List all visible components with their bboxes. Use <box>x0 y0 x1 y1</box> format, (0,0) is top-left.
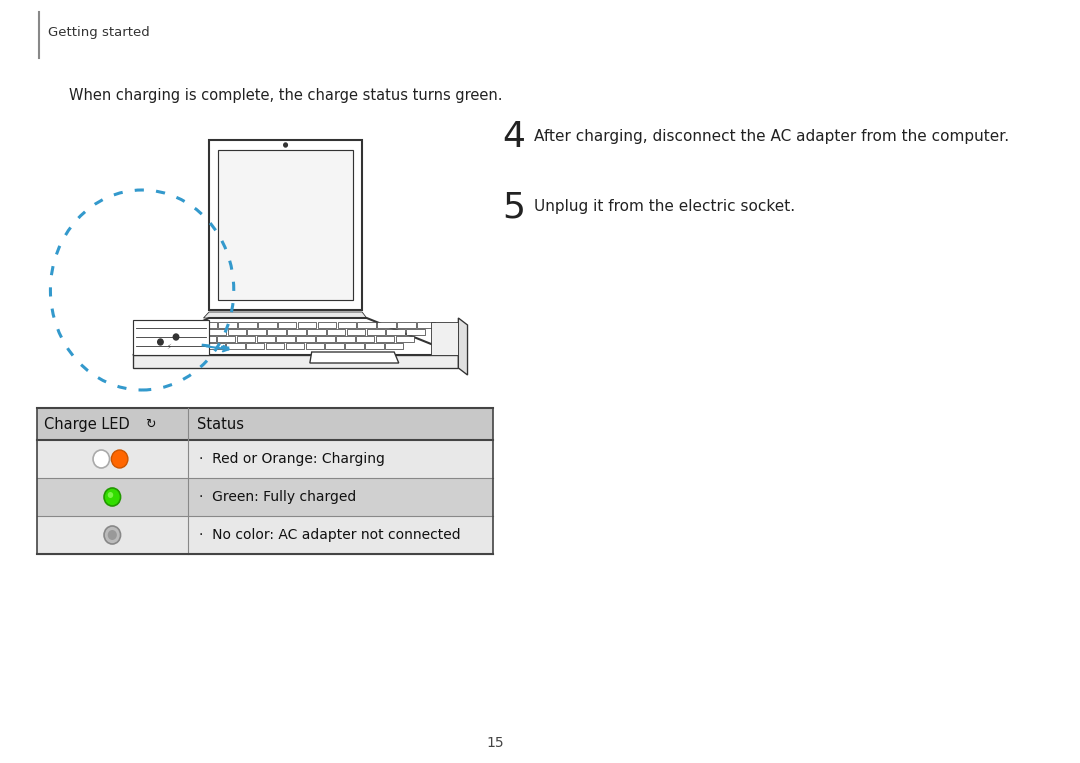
Polygon shape <box>197 336 216 342</box>
Text: ·  Green: Fully charged: · Green: Fully charged <box>199 490 356 504</box>
Circle shape <box>104 526 121 544</box>
Polygon shape <box>286 343 305 349</box>
Polygon shape <box>239 322 257 328</box>
Polygon shape <box>431 322 458 355</box>
Bar <box>37 516 494 554</box>
Polygon shape <box>226 343 244 349</box>
Polygon shape <box>133 320 210 355</box>
Polygon shape <box>257 336 275 342</box>
Polygon shape <box>395 336 414 342</box>
Polygon shape <box>210 140 362 310</box>
Polygon shape <box>397 322 416 328</box>
Polygon shape <box>357 322 376 328</box>
Polygon shape <box>316 336 335 342</box>
Circle shape <box>111 450 127 468</box>
Circle shape <box>284 143 287 147</box>
Text: After charging, disconnect the AC adapter from the computer.: After charging, disconnect the AC adapte… <box>535 129 1010 144</box>
Bar <box>37 408 494 440</box>
Polygon shape <box>310 352 399 363</box>
Polygon shape <box>384 343 404 349</box>
Polygon shape <box>458 318 468 375</box>
Circle shape <box>104 488 121 506</box>
Polygon shape <box>203 312 367 318</box>
Text: When charging is complete, the charge status turns green.: When charging is complete, the charge st… <box>69 88 502 102</box>
Polygon shape <box>366 329 386 335</box>
Polygon shape <box>133 355 458 368</box>
Polygon shape <box>188 329 206 335</box>
Polygon shape <box>387 329 405 335</box>
Polygon shape <box>346 343 364 349</box>
Polygon shape <box>376 336 394 342</box>
Circle shape <box>173 334 179 340</box>
Polygon shape <box>228 329 246 335</box>
Polygon shape <box>296 336 315 342</box>
Polygon shape <box>377 322 395 328</box>
Polygon shape <box>217 336 235 342</box>
Polygon shape <box>406 329 424 335</box>
Polygon shape <box>179 322 198 328</box>
Polygon shape <box>218 150 353 300</box>
Polygon shape <box>365 343 383 349</box>
Polygon shape <box>306 343 324 349</box>
Polygon shape <box>325 343 343 349</box>
Polygon shape <box>287 329 306 335</box>
Polygon shape <box>318 322 336 328</box>
Polygon shape <box>266 343 284 349</box>
Polygon shape <box>218 322 237 328</box>
Circle shape <box>108 492 113 498</box>
Polygon shape <box>417 322 435 328</box>
Circle shape <box>93 450 109 468</box>
Polygon shape <box>268 329 286 335</box>
Polygon shape <box>207 329 226 335</box>
Polygon shape <box>356 336 375 342</box>
Bar <box>37 478 494 516</box>
Polygon shape <box>327 329 346 335</box>
Polygon shape <box>307 329 325 335</box>
Text: 15: 15 <box>486 736 504 750</box>
Circle shape <box>108 530 117 540</box>
Text: ·  Red or Orange: Charging: · Red or Orange: Charging <box>199 452 384 466</box>
Polygon shape <box>258 322 276 328</box>
Polygon shape <box>276 336 295 342</box>
Polygon shape <box>206 343 225 349</box>
Text: 5: 5 <box>502 190 525 224</box>
Text: Status: Status <box>197 417 244 432</box>
Polygon shape <box>347 329 365 335</box>
Text: Getting started: Getting started <box>48 25 149 38</box>
Bar <box>37 440 494 478</box>
Polygon shape <box>133 318 458 355</box>
Polygon shape <box>247 329 266 335</box>
Polygon shape <box>278 322 297 328</box>
Polygon shape <box>336 336 354 342</box>
Polygon shape <box>199 322 217 328</box>
Polygon shape <box>237 336 255 342</box>
Circle shape <box>158 339 163 345</box>
Text: ⚡: ⚡ <box>166 344 171 350</box>
Polygon shape <box>298 322 316 328</box>
Polygon shape <box>246 343 265 349</box>
Text: Charge LED: Charge LED <box>44 417 130 432</box>
Polygon shape <box>338 322 356 328</box>
Text: 4: 4 <box>502 120 525 154</box>
Text: Unplug it from the electric socket.: Unplug it from the electric socket. <box>535 199 796 214</box>
Text: ↻: ↻ <box>145 417 156 430</box>
Text: ·  No color: AC adapter not connected: · No color: AC adapter not connected <box>199 528 460 542</box>
